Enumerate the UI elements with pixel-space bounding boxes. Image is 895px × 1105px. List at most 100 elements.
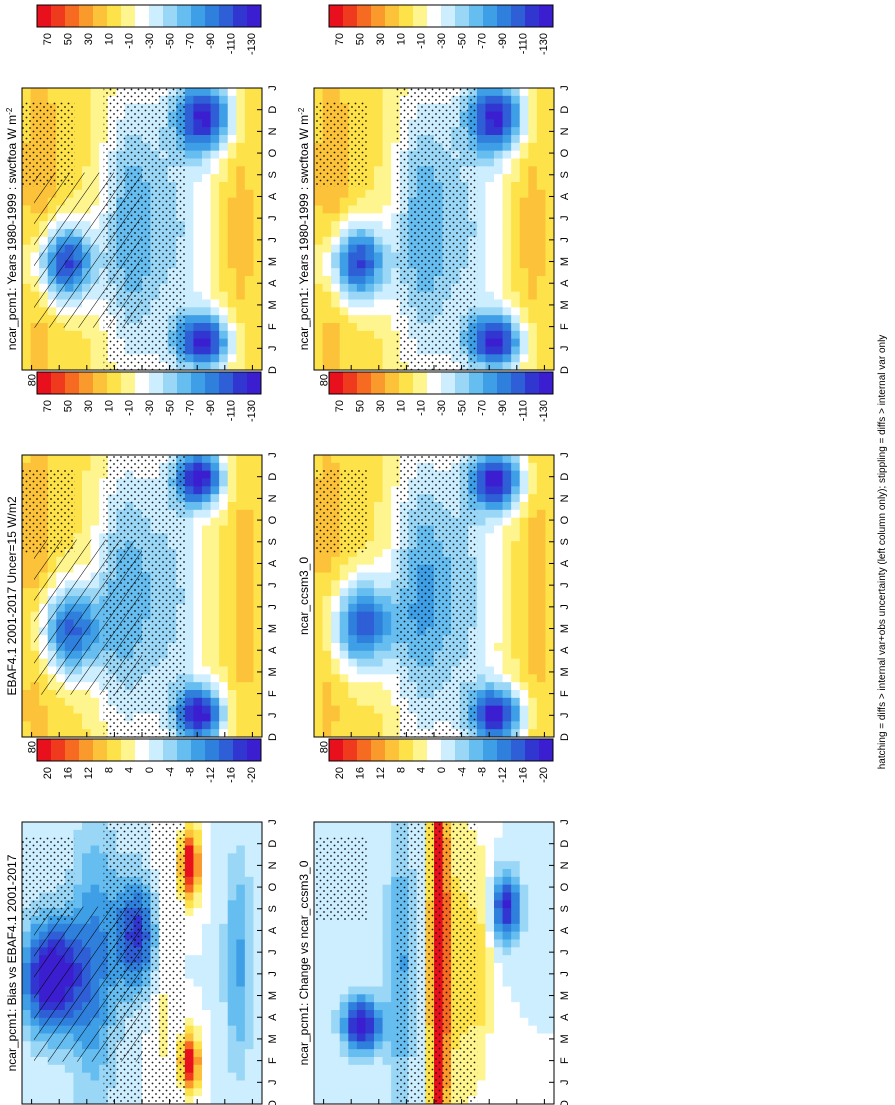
heatmap-cell xyxy=(253,923,263,933)
heatmap-cell xyxy=(365,150,375,159)
heatmap-cell xyxy=(511,619,521,628)
heatmap-cell xyxy=(365,197,375,206)
heatmap-cell xyxy=(253,541,263,550)
month-tick-label: S xyxy=(267,171,279,178)
heatmap-cell xyxy=(494,556,503,566)
heatmap-cell xyxy=(22,252,31,261)
heatmap-cell xyxy=(519,260,529,269)
heatmap-cell xyxy=(193,111,203,120)
month-tick-label: J xyxy=(559,604,571,610)
heatmap-cell xyxy=(485,221,495,230)
heatmap-cell xyxy=(511,494,521,503)
heatmap-cell xyxy=(519,299,529,308)
heatmap-cell xyxy=(22,963,31,972)
heatmap-cell xyxy=(545,674,555,683)
heatmap-cell xyxy=(536,462,546,472)
heatmap-cell xyxy=(73,119,83,128)
heatmap-cell xyxy=(322,596,332,605)
heatmap-cell xyxy=(502,478,512,487)
heatmap-cell xyxy=(184,900,194,909)
heatmap-cell xyxy=(511,330,521,340)
heatmap-cell xyxy=(494,580,503,589)
heatmap-cell xyxy=(511,213,521,222)
heatmap-cell xyxy=(244,986,254,995)
heatmap-cell xyxy=(227,721,237,730)
heatmap-cell xyxy=(339,596,349,605)
heatmap-cell xyxy=(236,829,246,839)
heatmap-cell xyxy=(219,939,229,948)
heatmap-cell xyxy=(339,189,349,199)
heatmap-cell xyxy=(227,455,237,464)
heatmap-cell xyxy=(193,931,203,940)
heatmap-cell xyxy=(331,330,341,340)
heatmap-cell xyxy=(184,174,194,183)
heatmap-cell xyxy=(39,338,49,347)
heatmap-cell xyxy=(253,869,263,878)
heatmap-cell xyxy=(22,588,31,597)
heatmap-cell xyxy=(193,338,203,347)
heatmap-cell xyxy=(219,95,229,105)
heatmap-cell xyxy=(314,197,323,206)
heatmap-cell xyxy=(519,674,529,683)
heatmap-cell xyxy=(22,213,31,222)
heatmap-cell xyxy=(485,95,495,105)
heatmap-cell xyxy=(339,697,349,707)
heatmap-cell xyxy=(253,635,263,644)
heatmap-cell xyxy=(348,276,358,285)
heatmap-cell xyxy=(502,119,512,128)
heatmap-cell xyxy=(365,643,375,652)
heatmap-cell xyxy=(193,635,203,644)
heatmap-cell xyxy=(519,721,529,730)
heatmap-cell xyxy=(219,338,229,347)
heatmap-cell xyxy=(528,713,538,722)
heatmap-cell xyxy=(244,861,254,870)
heatmap-cell xyxy=(331,354,341,363)
heatmap-cell xyxy=(365,580,375,589)
heatmap-cell xyxy=(545,611,555,620)
heatmap-cell xyxy=(365,229,375,238)
heatmap-cell xyxy=(73,861,83,870)
heatmap-cell xyxy=(314,462,323,472)
heatmap-cell xyxy=(227,525,237,534)
heatmap-cell xyxy=(528,174,538,183)
heatmap-cell xyxy=(236,229,246,238)
heatmap-cell xyxy=(22,1025,31,1034)
heatmap-cell xyxy=(545,596,555,605)
heatmap-cell xyxy=(202,197,211,206)
heatmap-cell xyxy=(502,690,512,699)
heatmap-cell xyxy=(193,182,203,191)
heatmap-cell xyxy=(244,884,254,893)
heatmap-cell xyxy=(485,470,495,479)
heatmap-cell xyxy=(322,729,332,738)
heatmap-cell xyxy=(22,697,31,707)
heatmap-cell xyxy=(184,362,194,371)
heatmap-cell xyxy=(56,88,66,97)
heatmap-cell xyxy=(56,455,66,464)
heatmap-cell xyxy=(244,541,254,550)
heatmap-cell xyxy=(528,315,538,324)
heatmap-cell xyxy=(348,307,358,316)
heatmap-cell xyxy=(90,829,100,839)
heatmap-cell xyxy=(485,541,495,550)
heatmap-cell xyxy=(90,142,100,152)
heatmap-cell xyxy=(511,158,521,167)
heatmap-cell xyxy=(494,541,503,550)
heatmap-cell xyxy=(236,236,246,246)
heatmap-cell xyxy=(210,189,220,199)
heatmap-cell xyxy=(502,705,512,714)
heatmap-cell xyxy=(536,611,546,620)
heatmap-cell xyxy=(339,205,349,214)
heatmap-cell xyxy=(184,354,194,363)
heatmap-cell xyxy=(227,260,237,269)
heatmap-cell xyxy=(210,1025,220,1034)
heatmap-cell xyxy=(374,588,383,597)
heatmap-cell xyxy=(253,455,263,464)
heatmap-cell xyxy=(193,869,203,878)
heatmap-cell xyxy=(322,189,332,199)
heatmap-cell xyxy=(236,705,246,714)
heatmap-cell xyxy=(502,221,512,230)
heatmap-cell xyxy=(502,729,512,738)
heatmap-cell xyxy=(382,182,392,191)
heatmap-cell xyxy=(227,244,237,253)
heatmap-cell xyxy=(184,221,194,230)
